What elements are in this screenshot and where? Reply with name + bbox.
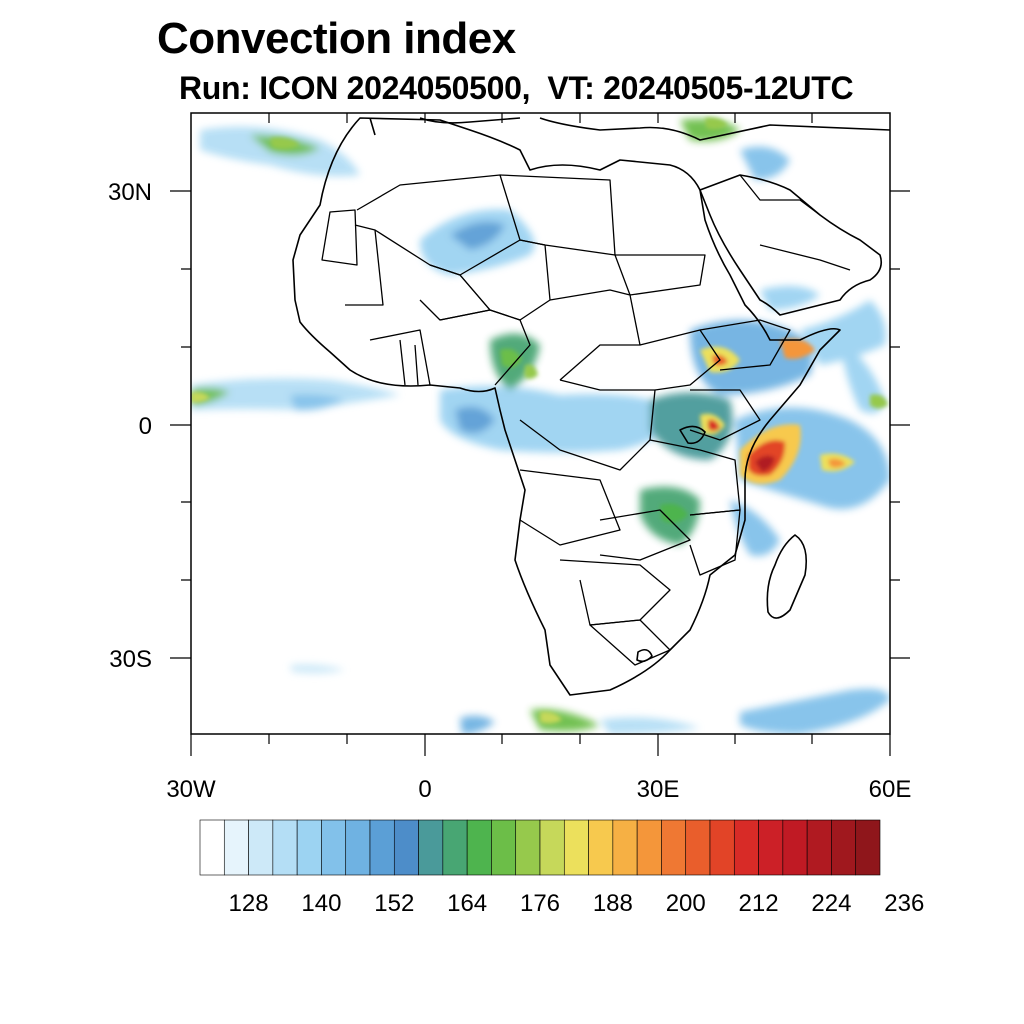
y-tick-label: 0 [139, 413, 152, 440]
colorbar [199, 819, 881, 876]
colorbar-swatch [806, 819, 832, 876]
colorbar-swatch [758, 819, 784, 876]
y-tick-label: 30N [108, 179, 152, 206]
map-title: Convection index [157, 14, 516, 63]
colorbar-swatch [733, 819, 759, 876]
map-subtitle: Run: ICON 2024050500, VT: 20240505-12UTC [179, 70, 854, 106]
colorbar-swatch [709, 819, 735, 876]
colorbar-swatch [272, 819, 298, 876]
y-tick-label: 30S [109, 646, 152, 673]
colorbar-swatch [661, 819, 687, 876]
colorbar-swatch [345, 819, 371, 876]
lesotho [636, 648, 653, 663]
colorbar-swatch [491, 819, 517, 876]
colorbar-swatch [515, 819, 541, 876]
colorbar-swatch [782, 819, 808, 876]
colorbar-swatch [369, 819, 395, 876]
colorbar-swatch [248, 819, 274, 876]
colorbar-tick-label: 224 [811, 890, 851, 917]
colorbar-swatch [588, 819, 614, 876]
colorbar-swatch [855, 819, 881, 876]
arabia-coastline [699, 174, 883, 316]
x-tick-label: 30W [166, 776, 216, 803]
country-borders [321, 174, 851, 666]
y-axis-labels: 30N 0 30S [108, 179, 152, 673]
colorbar-tick-label: 236 [884, 890, 924, 917]
x-tick-label: 0 [418, 776, 431, 803]
colorbar-swatch [296, 819, 322, 876]
colorbar-swatch [612, 819, 638, 876]
colorbar-tick-label: 212 [739, 890, 779, 917]
plot-frame [190, 112, 891, 735]
axis-ticks [170, 113, 910, 756]
colorbar-swatch [563, 819, 589, 876]
colorbar-tick-label: 200 [666, 890, 706, 917]
colorbar-labels: 128 140 152 164 176 188 200 212 224 236 [229, 890, 925, 917]
colorbar-tick-label: 188 [593, 890, 633, 917]
colorbar-tick-label: 176 [520, 890, 560, 917]
colorbar-swatch [393, 819, 419, 876]
lake-victoria [679, 425, 706, 445]
africa-coastline [292, 117, 841, 696]
colorbar-tick-label: 152 [374, 890, 414, 917]
colorbar-swatch [223, 819, 249, 876]
colorbar-tick-label: 128 [229, 890, 269, 917]
colorbar-swatch [685, 819, 711, 876]
colorbar-swatch [199, 819, 225, 876]
madagascar [766, 534, 808, 619]
x-axis-labels: 30W 0 30E 60E [166, 776, 911, 803]
colorbar-swatch [636, 819, 662, 876]
colorbar-tick-label: 164 [447, 890, 487, 917]
colorbar-swatch [466, 819, 492, 876]
colorbar-swatch [831, 819, 857, 876]
colorbar-swatch [539, 819, 565, 876]
colorbar-swatch [321, 819, 347, 876]
coastlines-and-borders [292, 117, 890, 696]
x-tick-label: 60E [869, 776, 912, 803]
colorbar-swatch [418, 819, 444, 876]
colorbar-swatch [442, 819, 468, 876]
x-tick-label: 30E [637, 776, 680, 803]
convection-field [191, 117, 890, 734]
colorbar-tick-label: 140 [301, 890, 341, 917]
europe-coast [369, 117, 890, 141]
